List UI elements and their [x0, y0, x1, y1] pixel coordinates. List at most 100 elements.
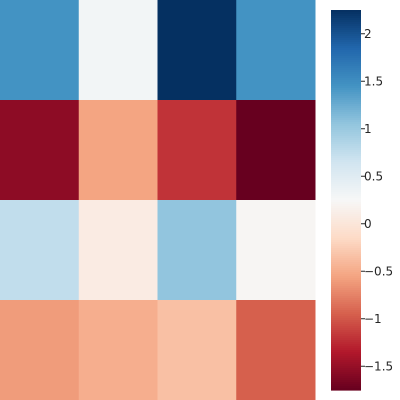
- heatmap-cell: [78, 100, 158, 201]
- colorbar-segment: [331, 108, 361, 111]
- colorbar-segment: [331, 152, 361, 155]
- heatmap-cell: [236, 0, 316, 101]
- colorbar-segment: [331, 244, 361, 247]
- colorbar-segment: [331, 134, 361, 137]
- colorbar-segment: [331, 198, 361, 201]
- colorbar-segment: [331, 382, 361, 385]
- colorbar-segment: [331, 290, 361, 293]
- heatmap-cell: [78, 300, 158, 400]
- colorbar-segment: [331, 14, 361, 17]
- colorbar-segment: [331, 364, 361, 367]
- colorbar-segment: [331, 122, 361, 125]
- colorbar-segment: [331, 144, 361, 147]
- heatmap-cell: [78, 0, 158, 101]
- colorbar-segment: [331, 308, 361, 311]
- colorbar-segment: [331, 370, 361, 373]
- colorbar-segment: [331, 214, 361, 217]
- heatmap-cell: [157, 100, 237, 201]
- colorbar-segment: [331, 26, 361, 29]
- heatmap-cell: [236, 100, 316, 201]
- heatmap-cell: [0, 300, 80, 400]
- colorbar-segment: [331, 330, 361, 333]
- colorbar-segment: [331, 306, 361, 309]
- colorbar-segment: [331, 388, 361, 391]
- colorbar-segment: [331, 24, 361, 27]
- colorbar-segment: [331, 40, 361, 43]
- colorbar-segment: [331, 70, 361, 73]
- colorbar-segment: [331, 68, 361, 71]
- colorbar-segment: [331, 60, 361, 63]
- heatmap-cell: [157, 0, 237, 101]
- colorbar-segment: [331, 130, 361, 133]
- colorbar-segment: [331, 154, 361, 157]
- colorbar-segment: [331, 158, 361, 161]
- colorbar-segment: [331, 334, 361, 337]
- colorbar-segment: [331, 164, 361, 167]
- colorbar-segment: [331, 236, 361, 239]
- colorbar-segment: [331, 378, 361, 381]
- colorbar-segment: [331, 184, 361, 187]
- colorbar-segment: [331, 74, 361, 77]
- heatmap-cell: [157, 200, 237, 301]
- colorbar-segment: [331, 232, 361, 235]
- colorbar-segment: [331, 284, 361, 287]
- colorbar-segment: [331, 88, 361, 91]
- colorbar-segment: [331, 344, 361, 347]
- colorbar-segment: [331, 216, 361, 219]
- colorbar-segment: [331, 318, 361, 321]
- colorbar-segment: [331, 116, 361, 119]
- colorbar-segment: [331, 262, 361, 265]
- colorbar-segment: [331, 254, 361, 257]
- colorbar-segment: [331, 172, 361, 175]
- colorbar-segment: [331, 294, 361, 297]
- colorbar-segment: [331, 82, 361, 85]
- colorbar-segment: [331, 30, 361, 33]
- colorbar-segment: [331, 286, 361, 289]
- heatmap-cell: [0, 200, 80, 301]
- colorbar-segment: [331, 128, 361, 131]
- colorbar-segment: [331, 200, 361, 203]
- colorbar-segment: [331, 356, 361, 359]
- colorbar-segment: [331, 50, 361, 53]
- colorbar-segment: [331, 12, 361, 15]
- colorbar-segment: [331, 324, 361, 327]
- colorbar-segment: [331, 118, 361, 121]
- colorbar-segment: [331, 146, 361, 149]
- colorbar-segment: [331, 246, 361, 249]
- colorbar-segment: [331, 298, 361, 301]
- colorbar-segment: [331, 260, 361, 263]
- colorbar-segment: [331, 304, 361, 307]
- heatmap-cell: [236, 300, 316, 400]
- colorbar-segment: [331, 106, 361, 109]
- colorbar-segment: [331, 36, 361, 39]
- colorbar-segment: [331, 150, 361, 153]
- colorbar-segment: [331, 368, 361, 371]
- colorbar-segment: [331, 264, 361, 267]
- colorbar-segment: [331, 372, 361, 375]
- colorbar-segment: [331, 234, 361, 237]
- colorbar-segment: [331, 120, 361, 123]
- heatmap-cell: [78, 200, 158, 301]
- colorbar-tick-label: −1: [364, 312, 382, 326]
- colorbar-segment: [331, 206, 361, 209]
- colorbar-segment: [331, 174, 361, 177]
- colorbar-segment: [331, 42, 361, 45]
- colorbar-tick-label: 0: [364, 217, 372, 231]
- colorbar-segment: [331, 98, 361, 101]
- colorbar-segment: [331, 202, 361, 205]
- heatmap-cells: [0, 0, 316, 400]
- colorbar-segment: [331, 332, 361, 335]
- colorbar-segment: [331, 360, 361, 363]
- colorbar-segment: [331, 258, 361, 261]
- colorbar-segment: [331, 170, 361, 173]
- colorbar-segment: [331, 64, 361, 67]
- colorbar-segment: [331, 54, 361, 57]
- colorbar-segment: [331, 190, 361, 193]
- colorbar-segment: [331, 210, 361, 213]
- colorbar-segment: [331, 62, 361, 65]
- colorbar-segment: [331, 18, 361, 21]
- colorbar-segment: [331, 10, 361, 13]
- colorbar-segment: [331, 374, 361, 377]
- colorbar-segment: [331, 268, 361, 271]
